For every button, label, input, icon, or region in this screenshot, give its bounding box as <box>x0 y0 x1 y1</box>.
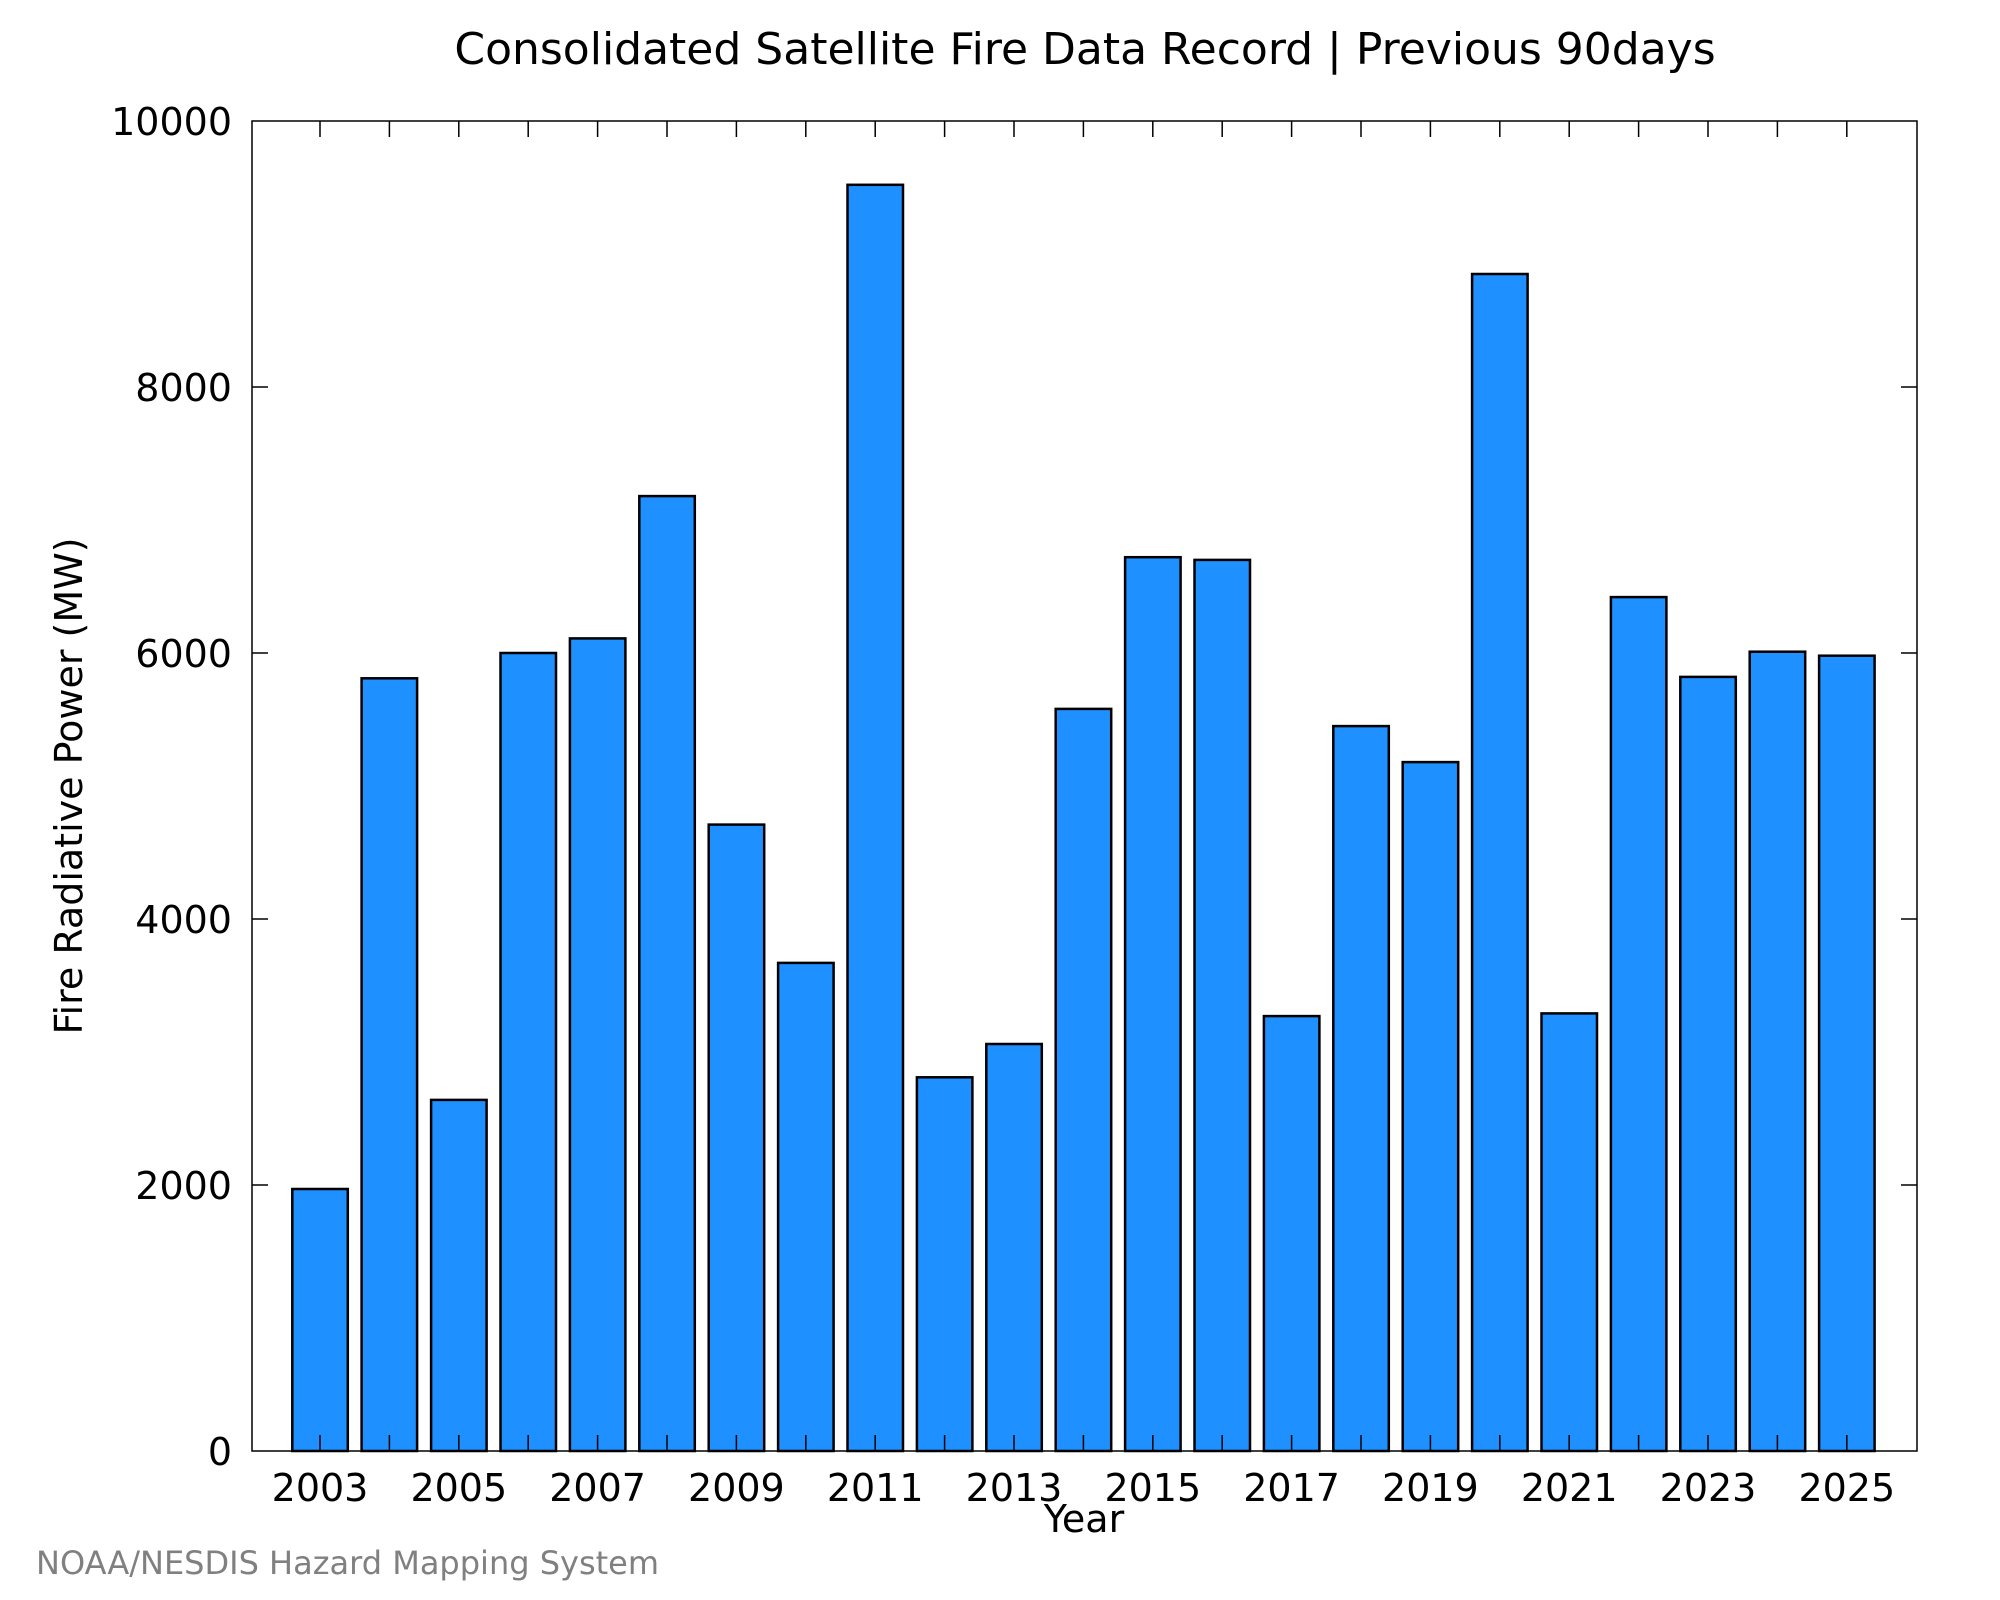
x-tick-label-2003: 2003 <box>272 1466 369 1510</box>
bar-2009 <box>707 823 766 1453</box>
x-axis-ticks: 2003 2005 2007 2009 2011 2013 2015 2017 2019 2021… <box>272 121 1895 1510</box>
bar-2021 <box>1540 1012 1599 1453</box>
x-tick-label-2013: 2013 <box>966 1466 1063 1510</box>
bar-2008 <box>638 494 697 1453</box>
bar-2018 <box>1332 724 1391 1453</box>
bar-2020 <box>1470 272 1529 1453</box>
x-tick-label-2025: 2025 <box>1798 1466 1895 1510</box>
credit-text: NOAA/NESDIS Hazard Mapping System <box>36 1544 659 1582</box>
bar-2010 <box>776 961 835 1453</box>
x-tick-label-2005: 2005 <box>410 1466 507 1510</box>
bar-2017 <box>1262 1014 1321 1453</box>
x-tick-label-2019: 2019 <box>1382 1466 1479 1510</box>
bar-2024 <box>1748 650 1807 1453</box>
bar-2019 <box>1401 760 1460 1453</box>
x-tick-label-2021: 2021 <box>1521 1466 1618 1510</box>
y-axis-label: Fire Radiative Power (MW) <box>47 537 91 1034</box>
bar-2006 <box>499 651 558 1453</box>
y-tick-label-0: 0 <box>208 1430 232 1474</box>
bar-2025 <box>1817 654 1876 1453</box>
y-tick-label-4000: 4000 <box>135 898 232 942</box>
bar-2013 <box>985 1042 1044 1453</box>
bar-2016 <box>1193 558 1252 1453</box>
chart-title: Consolidated Satellite Fire Data Record … <box>454 24 1715 75</box>
bar-2023 <box>1679 675 1738 1453</box>
bars-group <box>291 183 1876 1453</box>
y-axis-ticks: 0 2000 4000 6000 8000 10000 <box>111 100 1917 1474</box>
x-tick-label-2015: 2015 <box>1104 1466 1201 1510</box>
x-axis-label: Year <box>1043 1497 1125 1541</box>
x-tick-label-2017: 2017 <box>1243 1466 1340 1510</box>
y-tick-label-10000: 10000 <box>111 100 232 144</box>
bar-2003 <box>291 1187 350 1453</box>
x-tick-label-2023: 2023 <box>1660 1466 1757 1510</box>
bar-2004 <box>360 677 419 1453</box>
x-tick-label-2007: 2007 <box>549 1466 646 1510</box>
bar-2015 <box>1123 555 1182 1453</box>
bar-2014 <box>1054 707 1113 1453</box>
y-tick-label-2000: 2000 <box>135 1164 232 1208</box>
bar-2011 <box>846 183 905 1453</box>
bar-2022 <box>1609 595 1668 1453</box>
x-tick-label-2011: 2011 <box>827 1466 924 1510</box>
bar-2005 <box>429 1098 488 1453</box>
plot-frame <box>251 120 1918 1452</box>
bar-2012 <box>915 1076 974 1453</box>
y-tick-label-8000: 8000 <box>135 366 232 410</box>
y-tick-label-6000: 6000 <box>135 632 232 676</box>
bar-2007 <box>568 637 627 1453</box>
x-tick-label-2009: 2009 <box>688 1466 785 1510</box>
